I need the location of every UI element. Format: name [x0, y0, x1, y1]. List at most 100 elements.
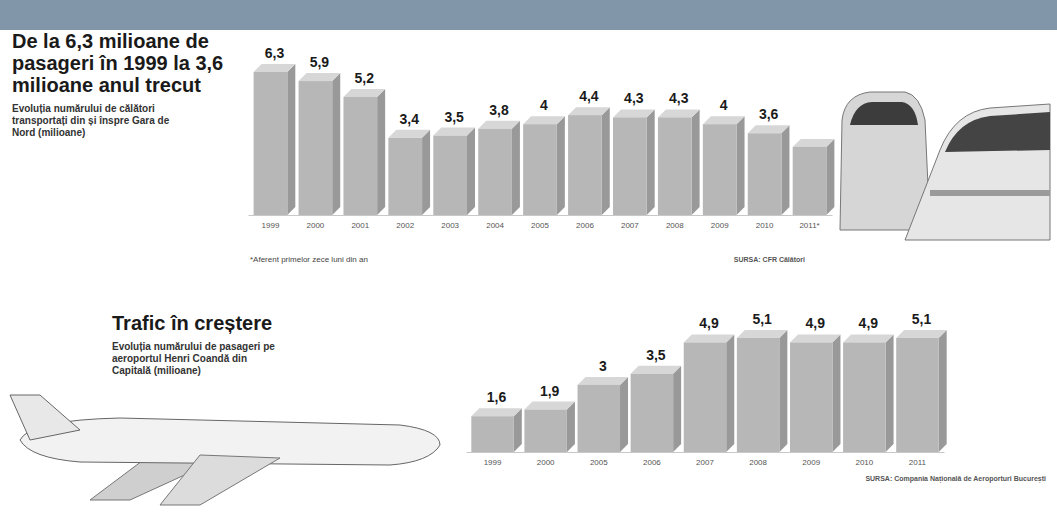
tick: 2010: [855, 452, 873, 467]
bar-side-face: [332, 73, 340, 215]
data-label: 4: [540, 97, 548, 113]
data-label: 3,5: [444, 109, 464, 125]
bar-side-face: [886, 334, 894, 452]
tick-label: 2004: [486, 221, 504, 230]
bar-top-face: [658, 109, 700, 117]
bar-group: [896, 330, 946, 452]
bar-top-face: [299, 73, 341, 81]
source: SURSA: Compania Națională de Aeroporturi…: [865, 475, 1046, 483]
data-label: 1,9: [540, 383, 560, 399]
chart-subtitle: Evoluția numărului de pasageri peaeropor…: [112, 341, 275, 376]
data-label: 4,3: [624, 90, 644, 106]
x-axis: 1999200020012002200320042005200620072008…: [249, 215, 833, 230]
tick-label: 2006: [576, 221, 594, 230]
data-label: 6,3: [265, 45, 285, 61]
source: SURSA: CFR Călători: [734, 256, 805, 263]
tick-label: 2007: [696, 458, 714, 467]
tick: 2001: [351, 215, 369, 230]
bar-top-face: [703, 116, 745, 124]
tick-label: 2000: [306, 221, 324, 230]
tick: 2007: [696, 452, 714, 467]
axis-line: [467, 452, 945, 453]
data-labels: 6,35,95,23,43,53,844,44,34,343,6: [265, 45, 779, 127]
bar: [737, 338, 779, 452]
bar-group: [613, 109, 655, 215]
tick-label: 1999: [262, 221, 280, 230]
tick: 2011: [909, 452, 927, 467]
bar-side-face: [467, 128, 475, 215]
tick: 2002: [396, 215, 414, 230]
data-label: 5,1: [912, 311, 932, 327]
data-label: 3: [599, 358, 607, 374]
bar-side-face: [620, 377, 628, 452]
train-stripe: [930, 190, 1050, 196]
bar-group: [748, 125, 790, 215]
tick: 2000: [537, 452, 555, 467]
bar-side-face: [602, 107, 610, 215]
tick: 2009: [802, 452, 820, 467]
data-label: 4,9: [859, 315, 879, 331]
x-axis: 199920002005200620072008200920102011: [467, 452, 945, 467]
bar: [471, 416, 513, 452]
data-label: 5,2: [355, 70, 375, 86]
bar-side-face: [826, 139, 834, 215]
tick: 2006: [643, 452, 661, 467]
bar-top-face: [631, 366, 681, 374]
data-label: 3,6: [759, 106, 779, 122]
chart-title: De la 6,3 milioane depasageri în 1999 la…: [12, 30, 223, 96]
bar-group: [568, 107, 610, 215]
header-band: [0, 0, 1057, 30]
tick-label: 2009: [802, 458, 820, 467]
train-window: [945, 112, 1050, 152]
bar-top-face: [896, 330, 946, 338]
tick: 2008: [666, 215, 684, 230]
bar-top-face: [737, 330, 787, 338]
plane-wing: [160, 455, 280, 505]
tick: 1999: [262, 215, 280, 230]
bar: [523, 124, 557, 215]
bar-side-face: [422, 130, 430, 215]
tick-label: 2008: [666, 221, 684, 230]
bar-group: [343, 89, 385, 215]
tick-label: 2009: [711, 221, 729, 230]
data-label: 4,4: [579, 88, 599, 104]
tick-label: 1999: [484, 458, 502, 467]
bar: [524, 410, 566, 452]
bar: [748, 133, 782, 215]
bar-side-face: [567, 402, 575, 452]
bar-top-face: [478, 121, 520, 129]
bar-group: [703, 116, 745, 215]
bar: [793, 147, 827, 215]
tick: 2005: [531, 215, 549, 230]
tick-label: 2005: [531, 221, 549, 230]
plane-tail: [10, 395, 80, 440]
bar: [843, 342, 885, 452]
bar: [896, 338, 938, 452]
data-label: 5,1: [752, 311, 772, 327]
data-labels: 1,61,933,54,95,14,94,95,1: [487, 311, 932, 405]
bar-top-face: [684, 334, 734, 342]
bar: [703, 124, 737, 215]
bar-top-face: [343, 89, 385, 97]
tick-label: 2003: [441, 221, 459, 230]
bar-side-face: [939, 330, 947, 452]
bar: [568, 115, 602, 215]
train-window: [850, 102, 918, 125]
tick-label: 2011*: [799, 221, 819, 230]
data-label: 4,3: [669, 90, 689, 106]
tick-label: 2010: [855, 458, 873, 467]
tick: 2004: [486, 215, 504, 230]
tick-label: 2000: [537, 458, 555, 467]
bar-group: [388, 130, 430, 215]
bar: [478, 129, 512, 215]
bar-top-face: [524, 402, 574, 410]
bar: [613, 117, 647, 215]
plane-illustration: [10, 395, 440, 505]
bar-top-face: [790, 334, 840, 342]
data-label: 1,6: [487, 389, 507, 405]
bar-group: [631, 366, 681, 452]
bar-top-face: [748, 125, 790, 133]
data-label: 3,5: [646, 347, 666, 363]
tick-label: 2005: [590, 458, 608, 467]
data-label: 3,4: [399, 111, 419, 127]
